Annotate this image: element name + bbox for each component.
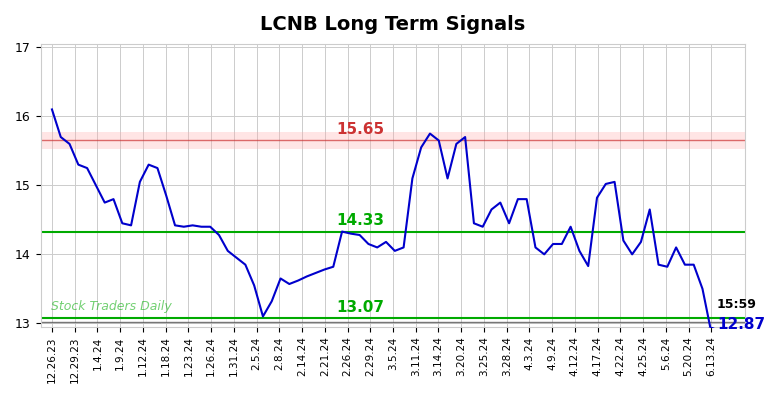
Text: 12.87: 12.87	[717, 317, 765, 332]
Text: 14.33: 14.33	[336, 213, 385, 228]
Bar	[41, 132, 746, 149]
Text: 15.65: 15.65	[336, 121, 385, 137]
Text: 15:59: 15:59	[717, 298, 757, 311]
Text: Stock Traders Daily: Stock Traders Daily	[51, 300, 172, 313]
Text: 13.07: 13.07	[336, 300, 385, 314]
Title: LCNB Long Term Signals: LCNB Long Term Signals	[260, 15, 525, 34]
